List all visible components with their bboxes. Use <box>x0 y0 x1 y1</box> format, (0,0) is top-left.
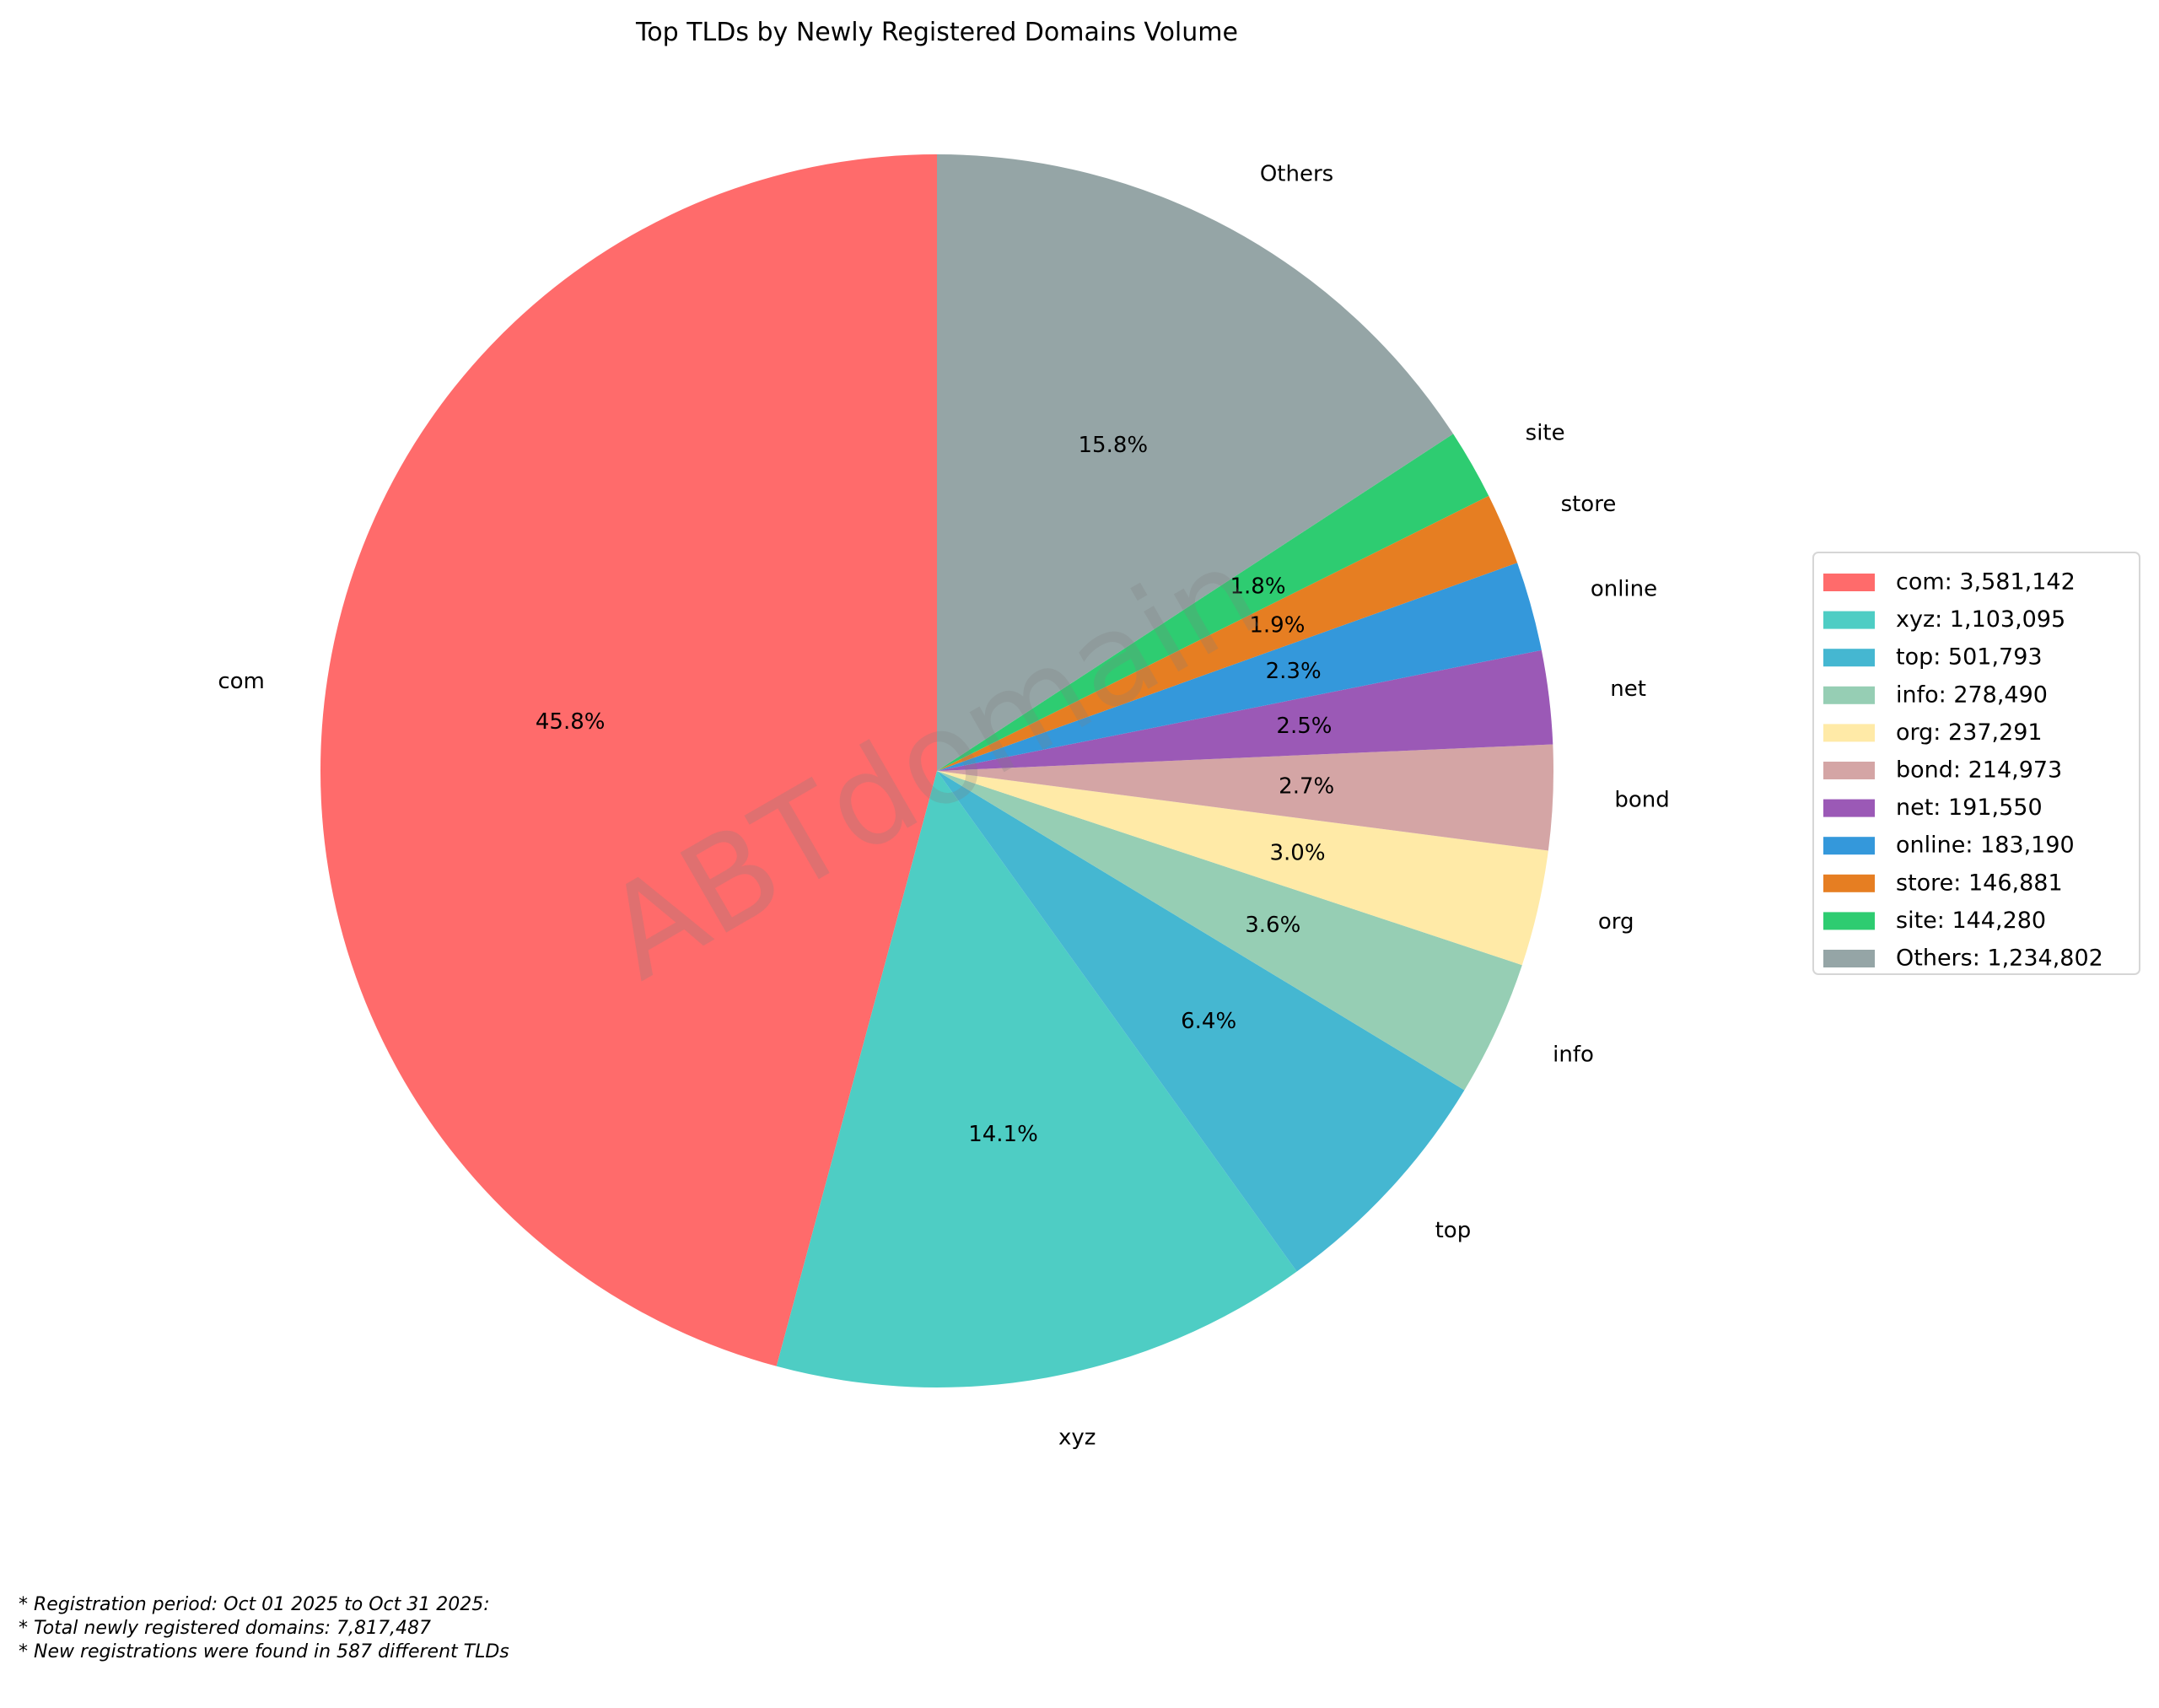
percent-label-net: 2.5% <box>1276 714 1332 739</box>
legend-frame <box>1812 552 2140 975</box>
percent-label-online: 2.3% <box>1266 659 1322 684</box>
percent-label-top: 6.4% <box>1181 1009 1236 1034</box>
pie-slice-online <box>937 563 1542 771</box>
legend-swatch-com <box>1823 574 1875 591</box>
pie-slice-others <box>937 154 1454 771</box>
legend-swatch-net <box>1823 799 1875 817</box>
percent-label-site: 1.8% <box>1230 574 1286 599</box>
legend-swatch-store <box>1823 874 1875 892</box>
slice-label-com: com <box>218 669 265 694</box>
slice-label-org: org <box>1598 909 1634 935</box>
footnote-total: * Total newly registered domains: 7,817,… <box>19 1618 432 1639</box>
legend-swatch-xyz <box>1823 611 1875 629</box>
slice-label-info: info <box>1553 1042 1594 1067</box>
legend-swatch-site <box>1823 912 1875 930</box>
legend-swatch-others <box>1823 950 1875 967</box>
percent-label-bond: 2.7% <box>1279 773 1334 799</box>
legend-entry-online: online: 183,190 <box>1896 832 2075 859</box>
slice-label-store: store <box>1561 492 1617 517</box>
percent-label-org: 3.0% <box>1270 840 1326 865</box>
legend-entry-top: top: 501,793 <box>1896 644 2043 671</box>
pie-slice-org <box>937 771 1548 966</box>
percent-label-xyz: 14.1% <box>968 1122 1038 1147</box>
slice-label-xyz: xyz <box>1058 1425 1096 1451</box>
legend-swatch-info <box>1823 686 1875 704</box>
percent-label-store: 1.9% <box>1249 612 1305 638</box>
pie-slice-top <box>937 771 1465 1272</box>
pie-slice-store <box>937 495 1518 771</box>
pie-slice-com <box>320 154 937 1366</box>
slice-label-online: online <box>1591 576 1657 601</box>
legend-entry-site: site: 144,280 <box>1896 908 2046 934</box>
slice-label-bond: bond <box>1614 787 1669 812</box>
slice-label-top: top <box>1435 1218 1472 1243</box>
slice-label-site: site <box>1526 421 1565 446</box>
chart-title: Top TLDs by Newly Registered Domains Vol… <box>635 18 1238 47</box>
legend-entry-xyz: xyz: 1,103,095 <box>1896 606 2065 633</box>
pie-slice-xyz <box>776 771 1297 1387</box>
legend-swatch-top <box>1823 649 1875 667</box>
legend-swatch-bond <box>1823 762 1875 779</box>
legend: com: 3,581,142 xyz: 1,103,095 top: 501,793… <box>1812 552 2140 975</box>
footnote-tld-count: * New registrations were found in 587 di… <box>19 1641 509 1662</box>
pie-slice-site <box>937 434 1489 771</box>
legend-entry-info: info: 278,490 <box>1896 682 2048 708</box>
pie-slice-info <box>937 771 1522 1091</box>
pie-slice-bond <box>937 744 1554 851</box>
legend-entry-com: com: 3,581,142 <box>1896 569 2076 595</box>
legend-entry-store: store: 146,881 <box>1896 870 2063 896</box>
footnote-period: * Registration period: Oct 01 2025 to Oc… <box>19 1594 490 1615</box>
percent-label-com: 45.8% <box>536 709 606 735</box>
legend-swatch-online <box>1823 837 1875 855</box>
percent-label-info: 3.6% <box>1245 913 1300 938</box>
slice-label-others: Others <box>1260 161 1333 186</box>
legend-entry-net: net: 191,550 <box>1896 795 2043 821</box>
pie-slice-net <box>937 649 1553 771</box>
legend-entry-org: org: 237,291 <box>1896 719 2043 746</box>
percent-label-others: 15.8% <box>1079 433 1149 458</box>
legend-entry-bond: bond: 214,973 <box>1896 757 2062 784</box>
legend-entry-others: Others: 1,234,802 <box>1896 946 2103 972</box>
slice-label-net: net <box>1610 676 1646 702</box>
legend-swatch-org <box>1823 724 1875 742</box>
